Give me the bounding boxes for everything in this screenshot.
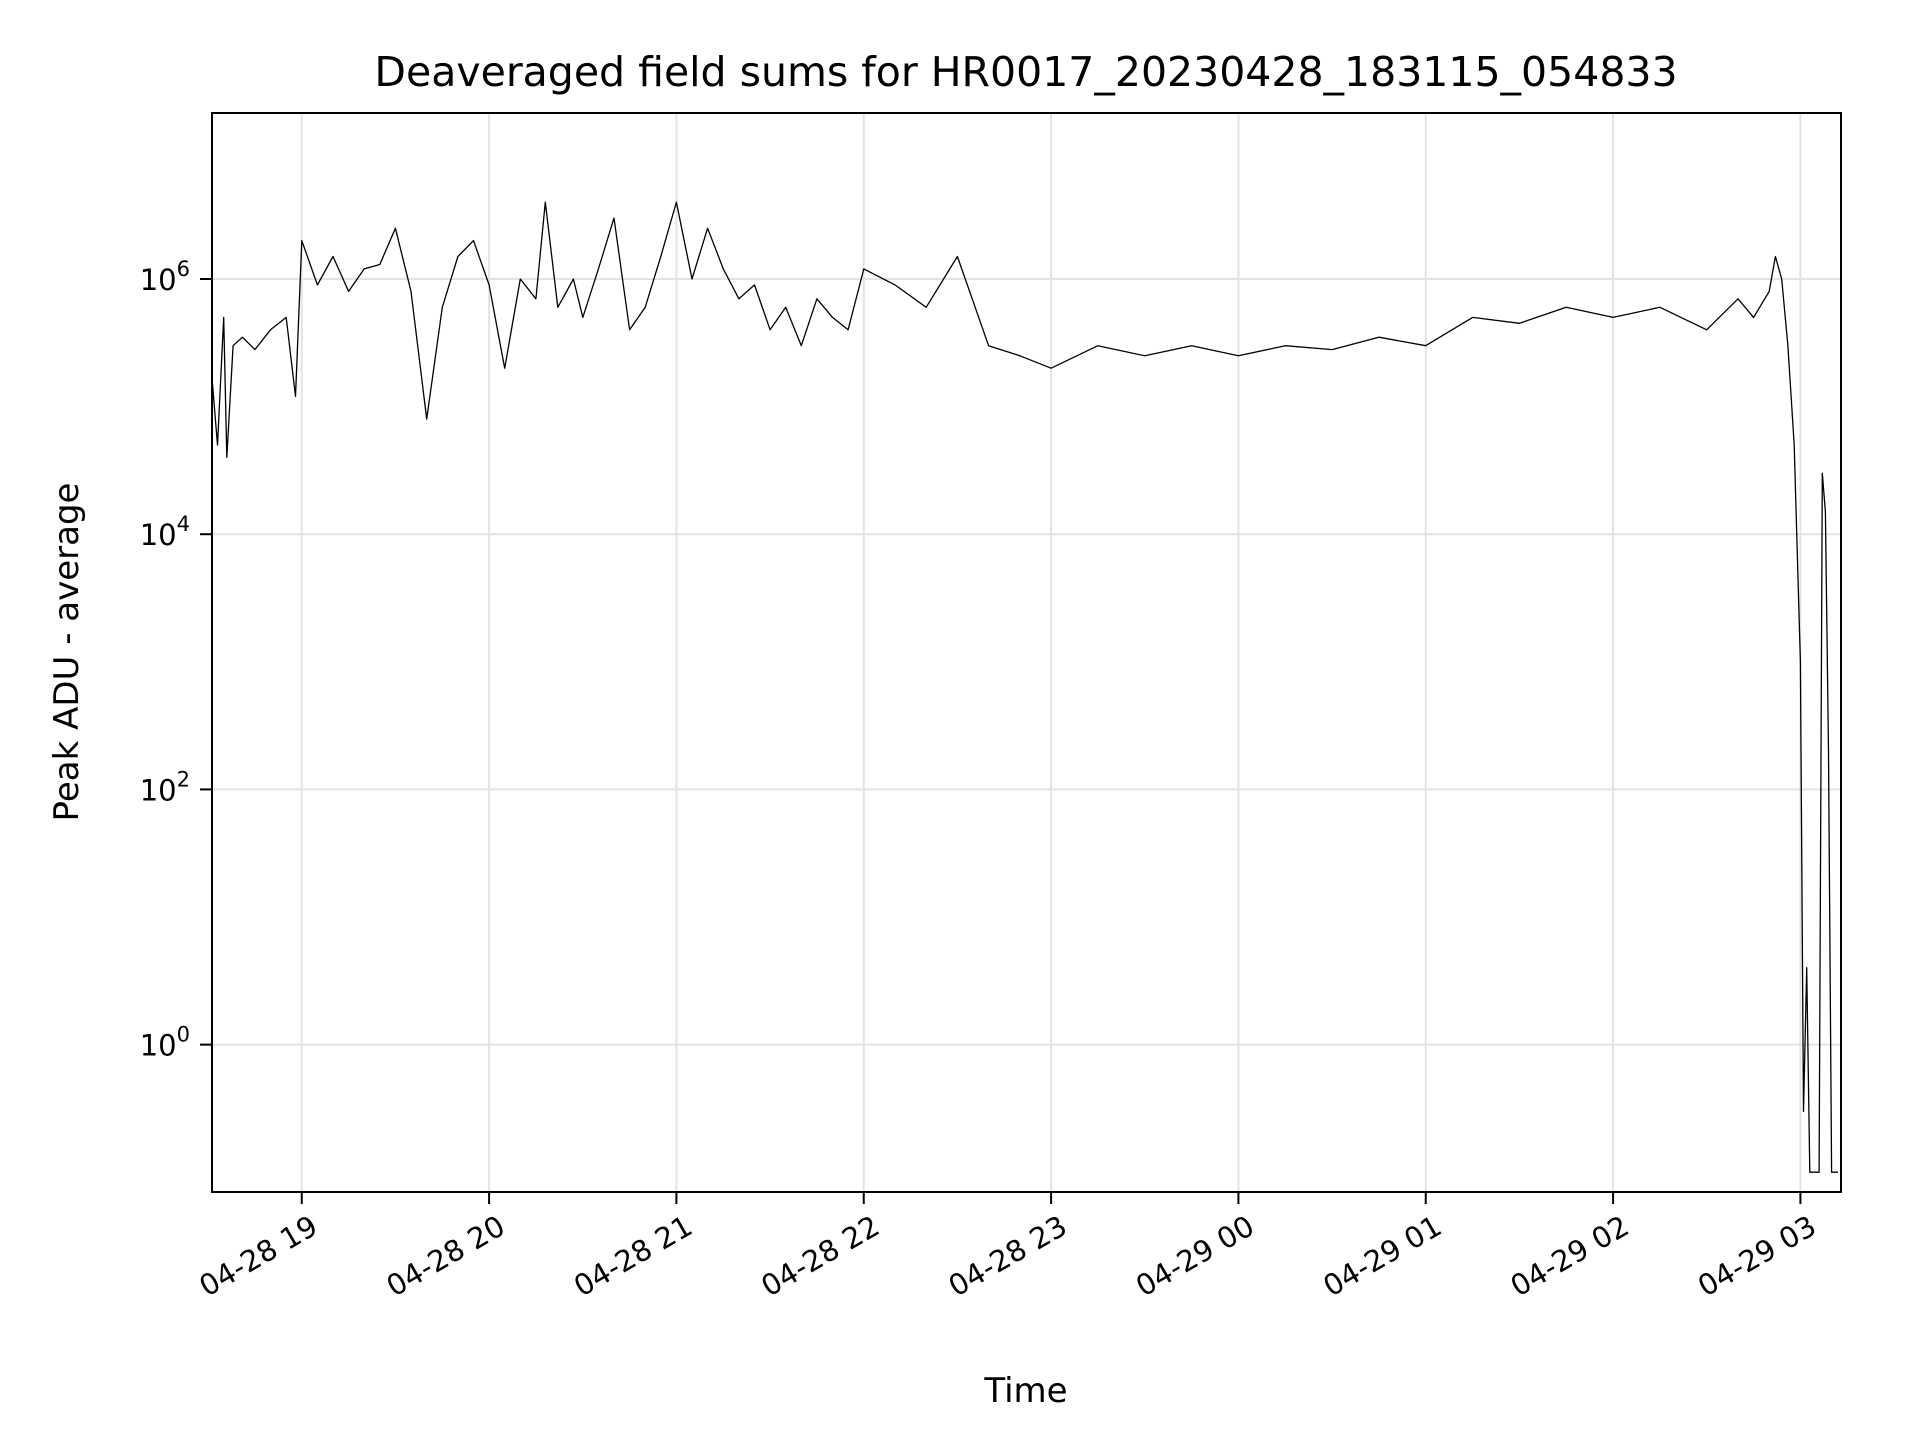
y-tick-exponent: 6 xyxy=(177,257,190,281)
y-tick-label: 102 xyxy=(140,767,190,807)
plot-data xyxy=(212,201,1838,1173)
y-tick-label: 106 xyxy=(140,257,190,297)
y-axis-label: Peak ADU - average xyxy=(47,483,87,822)
y-tick-base: 10 xyxy=(140,1029,177,1063)
y-tick-label: 100 xyxy=(140,1023,190,1063)
y-tick-base: 10 xyxy=(140,263,177,297)
grid-lines xyxy=(212,113,1841,1192)
y-tick-base: 10 xyxy=(140,518,177,552)
y-tick-exponent: 0 xyxy=(177,1023,190,1047)
y-tick-label: 104 xyxy=(140,512,190,552)
chart-title: Deaveraged field sums for HR0017_2023042… xyxy=(374,48,1677,96)
y-tick-exponent: 2 xyxy=(177,767,190,791)
x-axis-label: Time xyxy=(983,1371,1067,1411)
plot-frame xyxy=(211,112,1842,1193)
y-tick-base: 10 xyxy=(140,773,177,807)
y-tick-exponent: 4 xyxy=(177,512,190,536)
series-line xyxy=(212,201,1838,1173)
